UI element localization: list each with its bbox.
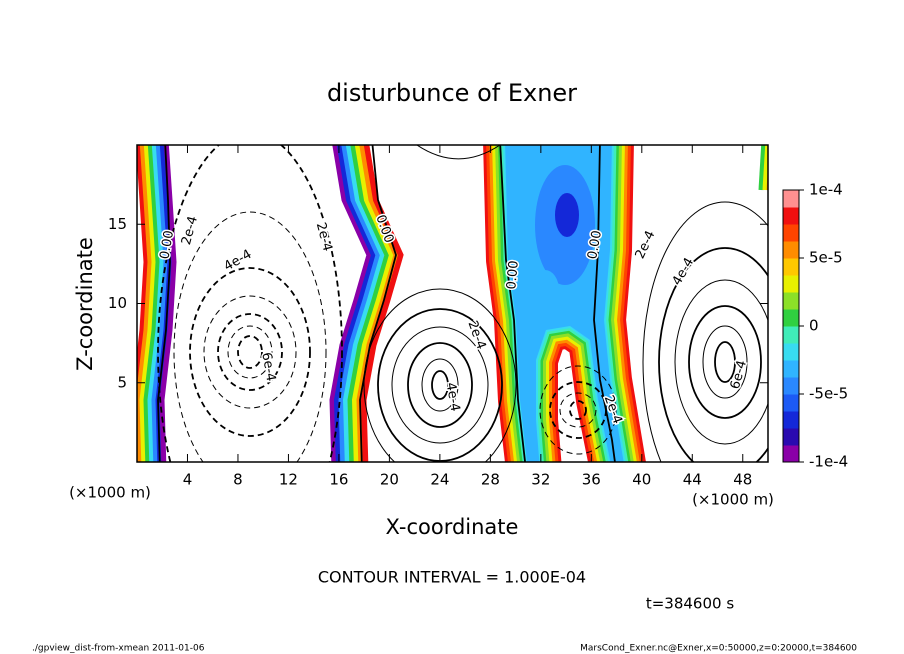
- colorbar-swatch: [783, 190, 799, 208]
- x-tick-label: 48: [733, 471, 752, 489]
- field-band: [338, 145, 382, 462]
- field-band: [351, 145, 395, 462]
- contour-line: [642, 201, 768, 462]
- colorbar-tick-label: -1e-4: [809, 453, 848, 471]
- contour-line: [363, 288, 517, 462]
- x-axis-label: X-coordinate: [386, 515, 519, 539]
- colorbar-swatch: [783, 292, 799, 310]
- x-unit-left: (×1000 m): [69, 484, 151, 502]
- colorbar-swatch: [783, 207, 799, 225]
- contour-line: [237, 335, 263, 369]
- field-band: [143, 145, 161, 462]
- x-tick-label: 4: [183, 471, 193, 489]
- field-band: [758, 145, 767, 191]
- colorbar-swatch: [783, 326, 799, 344]
- contour-line: [559, 392, 597, 428]
- field-region: [531, 270, 559, 310]
- field-region: [555, 193, 579, 237]
- colorbar-swatch: [783, 360, 799, 378]
- colorbar-swatch: [783, 428, 799, 446]
- contour-label: 6e-4: [258, 351, 278, 382]
- y-axis-label: Z-coordinate: [73, 237, 97, 371]
- field-band: [147, 145, 165, 462]
- zero-contour: [359, 145, 397, 462]
- contour-line: [391, 326, 489, 444]
- contour-line: [569, 400, 587, 420]
- colorbar-swatch: [783, 394, 799, 412]
- field-band: [347, 145, 391, 462]
- contour-line: [714, 341, 736, 383]
- contour-line: [702, 325, 748, 399]
- contour-interval: CONTOUR INTERVAL = 1.000E-04: [318, 568, 586, 587]
- zero-contour: [157, 145, 171, 462]
- field-band: [137, 145, 149, 462]
- colorbar-tick-label: -5e-5: [809, 385, 848, 403]
- zero-contour: [499, 145, 526, 462]
- contour-line: [173, 211, 327, 462]
- x-tick-label: 40: [632, 471, 651, 489]
- x-tick-label: 12: [279, 471, 298, 489]
- y-tick-label: 5: [117, 373, 127, 391]
- y-tick-label: 10: [108, 294, 127, 312]
- contour-label: 4e-4: [443, 381, 463, 412]
- field-band: [333, 145, 377, 462]
- colorbar-swatch: [783, 258, 799, 276]
- colorbar-swatch: [783, 241, 799, 259]
- colorbar-tick-label: 5e-5: [809, 249, 843, 267]
- x-tick-label: 24: [430, 471, 449, 489]
- field-band: [360, 145, 404, 462]
- contour-label: 0.00: [504, 260, 521, 290]
- contour-line: [407, 342, 473, 428]
- x-tick-label: 20: [380, 471, 399, 489]
- colorbar-swatch: [783, 275, 799, 293]
- y-tick-label: 15: [108, 215, 127, 233]
- contour-line: [157, 145, 343, 462]
- colorbar-swatch: [783, 377, 799, 395]
- colorbar-swatch: [783, 411, 799, 429]
- x-tick-label: 8: [233, 471, 243, 489]
- colorbar-swatch: [783, 309, 799, 327]
- field-band: [342, 145, 386, 462]
- contour-line: [189, 267, 311, 437]
- contour-label: 0.00: [585, 229, 605, 260]
- field: [137, 145, 768, 462]
- x-tick-label: 36: [582, 471, 601, 489]
- field-band: [137, 145, 153, 462]
- colorbar: 1e-4 5e-5 0 -5e-5 -1e-4: [782, 181, 848, 471]
- contour-line: [658, 247, 768, 462]
- contour-line: [674, 279, 768, 445]
- field-band: [151, 145, 169, 462]
- colorbar-swatch: [783, 343, 799, 361]
- colorbar-swatch: [783, 445, 799, 463]
- time-note: t=384600 s: [646, 595, 734, 613]
- field-band: [329, 145, 373, 462]
- contour-line: [539, 365, 617, 455]
- contour-line: [421, 358, 459, 412]
- field-band: [139, 145, 157, 462]
- contour-line: [431, 370, 449, 400]
- x-unit-right: (×1000 m): [692, 491, 774, 509]
- x-tick-label: 28: [481, 471, 500, 489]
- contour-line: [217, 313, 283, 391]
- x-tick-label: 32: [531, 471, 550, 489]
- footer-right: MarsCond_Exner.nc@Exner,x=0:50000,z=0:20…: [580, 644, 857, 654]
- colorbar-swatch: [783, 224, 799, 242]
- contours: [157, 145, 768, 462]
- colorbar-tick-label: 1e-4: [809, 181, 843, 199]
- zero-contour: [593, 145, 616, 462]
- x-tick-label: 44: [683, 471, 702, 489]
- colorbar-tick-label: 0: [809, 317, 819, 335]
- chart-title: disturbunce of Exner: [327, 79, 577, 107]
- contour-label: 0.00: [157, 229, 177, 260]
- contour-line: [227, 325, 273, 379]
- footer-left: ./gpview_dist-from-xmean 2011-01-06: [32, 644, 205, 654]
- x-tick-label: 16: [329, 471, 348, 489]
- contour-line: [203, 295, 297, 409]
- contour-line: [688, 305, 762, 419]
